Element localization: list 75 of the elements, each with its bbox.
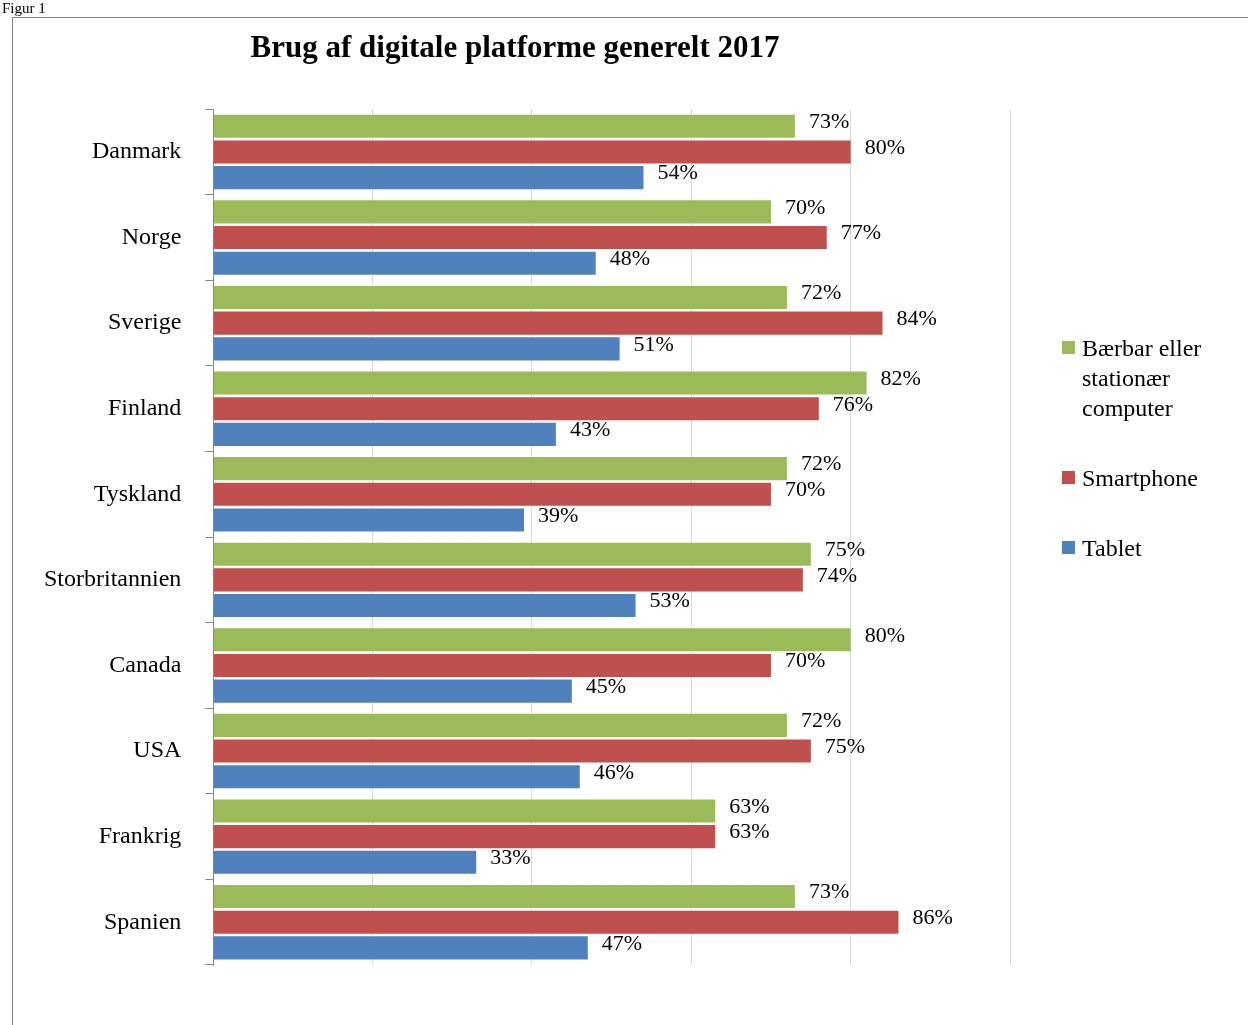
bar: [213, 765, 580, 789]
data-label: 73%: [808, 108, 850, 134]
data-label: 82%: [880, 364, 921, 390]
data-label: 72%: [800, 707, 842, 733]
data-label: 70%: [784, 647, 826, 673]
bar: [213, 166, 644, 190]
data-label: 77%: [840, 219, 882, 245]
data-label: 43%: [569, 416, 611, 442]
data-label: 54%: [657, 159, 698, 185]
data-label: 51%: [633, 330, 674, 356]
bar: [213, 825, 716, 849]
bar: [213, 713, 787, 737]
bar: [213, 508, 525, 532]
bar: [213, 311, 883, 335]
data-label: 70%: [784, 476, 826, 502]
data-label: 70%: [784, 193, 826, 219]
bar: [213, 568, 803, 592]
y-tick-label: Storbritannien: [44, 565, 182, 592]
data-label: 33%: [490, 844, 531, 870]
bar: [213, 628, 851, 652]
bar: [213, 397, 819, 421]
bar: [213, 114, 795, 138]
data-label: 73%: [808, 878, 850, 904]
y-tick-label: Frankrig: [98, 821, 182, 848]
bar: [213, 337, 620, 361]
bar: [213, 739, 811, 763]
chart-title: Brug af digitale platforme generelt 2017: [250, 28, 780, 64]
bar: [213, 653, 771, 678]
bar: [213, 285, 787, 310]
y-tick-label: Spanien: [103, 907, 182, 934]
bar: [213, 422, 556, 446]
bar: [213, 226, 827, 250]
legend-label: Smartphone: [1082, 464, 1198, 493]
data-label: 72%: [800, 279, 842, 305]
legend-label: Bærbar eller stationær computer: [1082, 334, 1203, 423]
bar: [213, 140, 851, 164]
data-label: 63%: [729, 818, 770, 844]
y-tick-label: USA: [133, 736, 182, 763]
data-label: 75%: [824, 732, 866, 758]
y-tick-label: Canada: [109, 650, 182, 677]
data-label: 45%: [585, 672, 627, 698]
bar: [213, 371, 867, 395]
y-tick-label: Norge: [121, 222, 182, 249]
legend-label: Tablet: [1082, 534, 1142, 563]
data-label: 46%: [593, 758, 635, 784]
bar: [213, 200, 771, 224]
data-label: 74%: [816, 561, 858, 587]
y-tick-label: Finland: [107, 394, 182, 421]
data-label: 76%: [832, 390, 874, 416]
bar: [213, 457, 787, 481]
bar: [213, 799, 716, 823]
y-tick-label: Danmark: [92, 137, 182, 164]
bar: [213, 850, 477, 874]
y-tick-label: Tyskland: [93, 479, 182, 506]
data-label: 72%: [800, 450, 842, 476]
data-label: 80%: [864, 133, 905, 159]
data-label: 48%: [609, 245, 651, 271]
bar: [213, 679, 572, 703]
data-label: 53%: [649, 587, 690, 613]
bar: [213, 884, 795, 909]
y-tick-label: Sverige: [108, 308, 182, 335]
bar: [213, 936, 588, 960]
data-label: 75%: [824, 536, 866, 561]
data-label: 63%: [729, 792, 770, 818]
data-label: 80%: [864, 621, 905, 647]
bar: [213, 542, 811, 566]
data-label: 86%: [912, 903, 953, 929]
data-label: 47%: [601, 929, 643, 955]
text: Figur 1: [2, 0, 46, 16]
bar: [213, 251, 596, 275]
bar: [213, 594, 636, 618]
bar: [213, 910, 899, 934]
bar: [213, 482, 771, 506]
data-label: 84%: [896, 304, 937, 330]
data-label: 39%: [538, 501, 579, 527]
